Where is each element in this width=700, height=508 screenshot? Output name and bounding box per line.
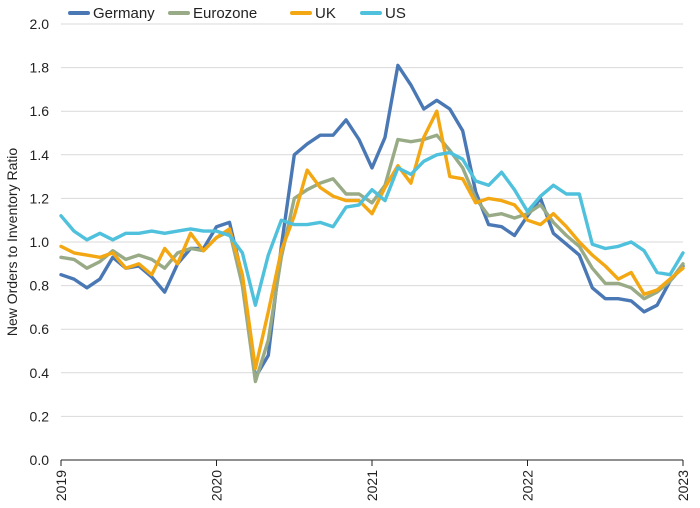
x-tick-label: 2020 [209,470,225,501]
y-tick-label: 1.0 [30,234,50,250]
y-axis-ticks: 0.0 0.2 0.4 0.6 0.8 1.0 1.2 1.4 1.6 1.8 2.0 [30,16,50,468]
gridlines [61,23,683,417]
legend: Germany Eurozone UK US [68,5,406,22]
y-tick-label: 1.8 [30,60,50,76]
legend-label-us: US [385,5,406,22]
y-tick-label: 1.2 [30,190,50,206]
series-lines [59,63,685,384]
series-line-uk [59,109,685,371]
y-tick-label: 0.4 [30,365,50,381]
x-tick-label: 2023 [675,470,691,501]
x-tick-label: 2019 [53,470,69,501]
legend-label-germany: Germany [93,5,155,22]
y-tick-label: 0.2 [30,408,50,424]
series-line-eurozone [59,133,685,384]
legend-label-uk: UK [315,5,336,22]
x-axis-ticks: 2019 2020 2021 2022 2023 [53,460,691,501]
y-tick-label: 0.6 [30,321,50,337]
y-tick-label: 1.4 [30,147,50,163]
x-tick-label: 2022 [520,470,536,501]
y-tick-label: 0.0 [30,452,50,468]
series-line-us [59,150,685,307]
y-tick-label: 0.8 [30,278,50,294]
x-tick-label: 2021 [364,470,380,501]
y-tick-label: 1.6 [30,103,50,119]
y-axis-label: New Orders to Inventory Ratio [4,148,20,337]
series-line-germany [59,63,685,379]
y-tick-label: 2.0 [30,16,50,32]
legend-label-eurozone: Eurozone [193,5,257,22]
